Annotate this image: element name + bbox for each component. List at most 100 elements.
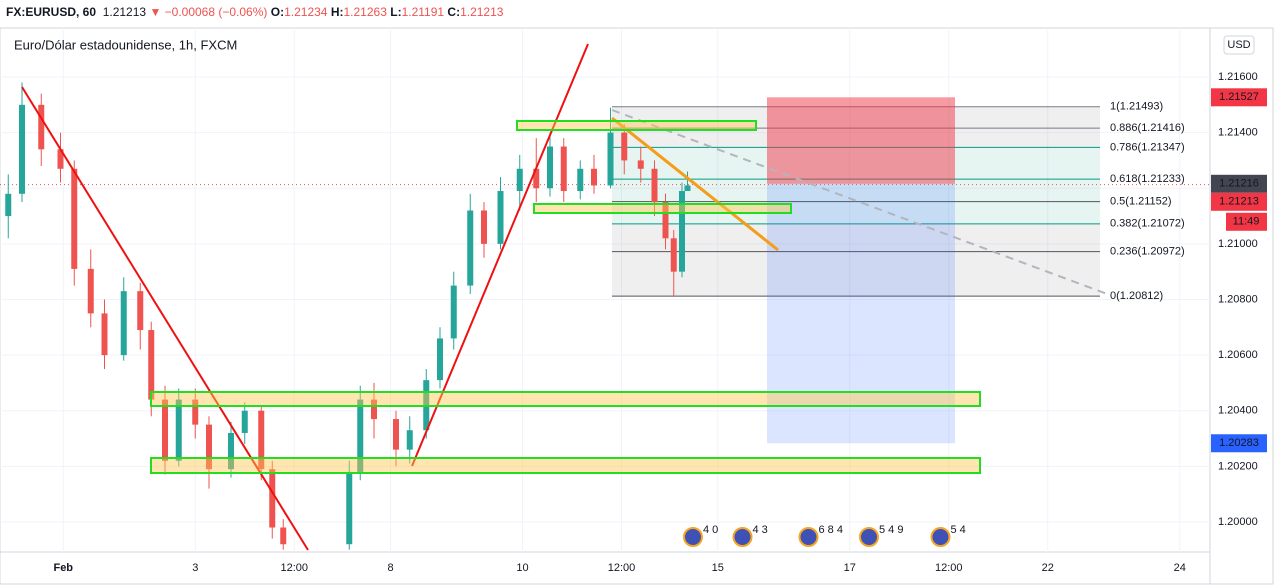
close: 1.21213 [460,5,504,19]
y-tick-label: 1.20600 [1218,349,1258,361]
countdown-badge [1226,212,1267,231]
symbol-header: FX:EURUSD, 60 1.21213 ▼ −0.00068 (−0.06%… [6,5,503,19]
candle-body [71,168,78,269]
x-tick-label: 12:00 [280,562,308,574]
price-badge-label: 1.21216 [1219,178,1259,190]
candle-body [371,399,377,420]
candle-body [651,168,658,203]
x-tick-label: 12:00 [608,562,636,574]
candle-body [607,132,614,186]
zone [533,203,792,214]
fib-label: 0.236(1.20972) [1110,246,1185,258]
x-tick-label: 22 [1042,562,1054,574]
currency[interactable]: USD [1227,39,1250,51]
countdown: 11:49 [1233,216,1260,228]
drawings-under: 1(1.21493) 0.886(1.21416) 0.786(1.21347) 0.… [0,30,1210,552]
candle-body [258,410,265,470]
high: 1.21263 [343,5,387,19]
candle-body [684,185,691,192]
event-label: 4 0 [703,524,718,536]
trend-line [21,86,309,551]
c-label: C: [447,5,461,19]
fib-label: 0.886(1.21416) [1110,122,1185,134]
last: 1.21213 [102,5,147,19]
zone [516,120,757,131]
candle-body [679,191,685,272]
candle-body [19,104,25,194]
candle-body [206,424,212,470]
fib-band [612,223,1100,252]
candle-body [621,132,628,161]
x-tick-label: 15 [712,562,724,574]
fib-band [612,251,1100,297]
event-label: 6 8 4 [819,524,843,536]
candle-body [560,146,567,192]
target-zone [767,183,955,444]
price-badge-label: 1.20283 [1219,437,1259,449]
candles: 4 0 4 3 6 8 4 5 4 9 5 4 [5,82,966,550]
axes: 1.216001.214001.212001.210001.208001.206… [53,71,1267,574]
x-tick-label: 17 [844,562,856,574]
x-tick-label: 24 [1174,562,1186,574]
event-label: 4 3 [753,524,768,536]
candle-body [533,168,540,189]
fib-label: 0.618(1.21233) [1110,173,1185,185]
candle-body [481,210,487,244]
candle-body [591,168,597,186]
event-label: 5 4 9 [879,524,903,536]
candle-body [5,193,12,217]
candle-body [192,399,199,425]
x-tick-label: Feb [53,562,73,574]
x-tick-label: 10 [516,562,528,574]
currency-button[interactable] [1223,35,1255,55]
y-tick-label: 1.20000 [1218,516,1258,528]
dashed-line [611,109,1111,296]
x-tick-label: 8 [387,562,393,574]
symbol: FX:EURUSD, 60 [6,5,97,19]
candle-body [228,432,234,470]
candle-body [241,410,248,433]
y-tick-label: 1.21400 [1218,127,1258,139]
y-tick-label: 1.20200 [1218,460,1258,472]
fib-label: 0.5(1.21152) [1110,195,1172,207]
candle-body [87,268,94,314]
candle-body [148,330,155,400]
h-label: H: [330,5,344,19]
candle-body [120,291,127,356]
chart-title: Euro/Dólar estadounidense, 1h, FXCM [14,37,237,52]
drawings [21,43,1111,551]
candle-body [670,238,677,272]
trend-line [411,43,589,467]
zone [150,457,981,474]
fib-label: 0(1.20812) [1110,290,1163,302]
event-flag [683,527,703,547]
price-badge [1211,88,1267,107]
fib-band [612,179,1100,202]
candle-body [38,104,45,150]
price-badge-label: 1.21213 [1219,196,1259,208]
y-tick-label: 1.21000 [1218,238,1258,250]
low: 1.21191 [401,5,445,19]
event-flag [732,527,753,547]
candle-body [497,191,504,244]
candle-body [516,168,523,192]
fib-band [612,201,1100,224]
trend-line [611,116,779,252]
price-badge-label: 1.21527 [1219,91,1259,103]
price-badge [1211,192,1267,211]
candle-body [393,419,399,450]
candle-body [450,285,457,339]
candle-body [162,399,168,461]
frame [0,27,1274,585]
fib-label: 0.786(1.21347) [1110,141,1185,153]
candle-body [577,168,584,192]
candle-body [137,291,144,331]
change: ▼ −0.00068 (−0.06%) [149,5,268,19]
l-label: L: [390,5,402,19]
candle-body [547,146,553,189]
event-label: 5 4 [951,524,966,536]
fib-label: 1(1.21493) [1110,101,1163,113]
candle-body [269,469,276,528]
